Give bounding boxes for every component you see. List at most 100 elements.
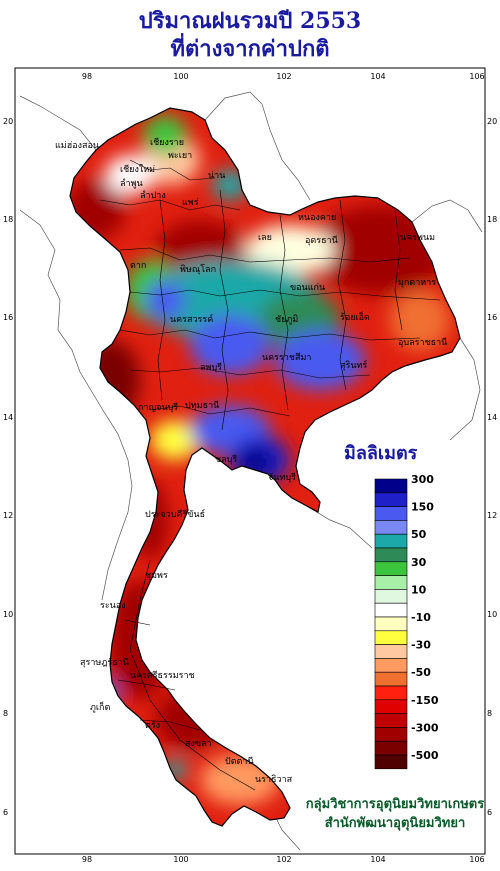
lon-tick-bottom: 104 [370,855,385,864]
province-label: ปทุมธานี [185,400,219,411]
lat-tick-left: 14 [3,413,13,422]
legend-label: 150 [411,501,434,514]
lat-tick-right: 8 [487,709,492,718]
legend-label: -10 [411,611,431,624]
province-label: นครพนม [400,233,435,243]
legend-label: 300 [411,473,434,486]
province-label: ขอนแก่น [290,283,325,293]
province-label: ร้อยเอ็ด [340,310,370,323]
province-label: พะเยา [168,151,192,161]
province-label: จันทบุรี [268,472,296,483]
lon-tick-top: 106 [469,72,484,81]
province-label: ตาก [130,261,146,271]
lon-tick-bottom: 100 [173,855,188,864]
lat-tick-left: 8 [3,709,8,718]
province-label: ลำปาง [140,190,166,201]
province-label: ลพบุรี [200,362,222,373]
credit-line-1: กลุ่มวิชาการอุตุนิยมวิทยาเกษตร [305,797,485,812]
legend-swatch [374,685,408,701]
lon-tick-top: 104 [370,72,385,81]
province-labels: เชียงราย แม่ฮ่องสอน เชียงใหม่ ลำพูน ลำปา… [55,137,447,785]
lon-tick-top: 98 [82,72,92,81]
legend-colorbar: 300 150 50 30 10 -10 -30 -50 -150 -300 -500 [374,473,439,770]
province-label: แพร่ [182,198,199,208]
province-label: น่าน [208,171,225,181]
lat-tick-left: 16 [3,313,13,322]
legend-swatch [374,547,408,563]
province-label: นครราชสีมา [262,352,311,363]
province-label: ภูเก็ต [90,700,110,713]
province-borders [99,159,441,791]
legend-label: -150 [411,694,439,707]
province-label: สุราษฎร์ธานี [80,656,129,668]
legend-swatch [374,478,408,494]
province-label: กาญจนบุรี [138,402,178,413]
legend-swatch [374,754,408,770]
legend-label: -500 [411,749,439,762]
province-label: ระนอง [100,601,126,611]
legend-swatch [374,630,408,645]
province-label: ประจวบคีรีขันธ์ [145,508,205,520]
lat-tick-right: 10 [487,610,497,619]
legend-swatch [374,671,408,687]
legend-swatch [374,740,408,756]
province-label: สุรินทร์ [340,359,367,371]
lon-tick-bottom: 98 [82,855,92,864]
lat-tick-right: 20 [487,117,497,126]
legend-label: -50 [411,666,431,679]
legend-label: 30 [411,556,427,569]
province-label: ตรัง [145,721,160,731]
province-label: ลำพูน [120,178,143,189]
legend-swatch [374,589,408,604]
lat-tick-left: 20 [3,117,13,126]
legend-swatch [374,713,408,728]
legend-label: -300 [411,721,439,734]
legend-label: -30 [411,639,431,652]
legend-label: 10 [411,583,427,596]
lat-tick-right: 12 [487,511,497,520]
province-label: นครสวรรค์ [170,313,213,325]
province-label: เชียงใหม่ [120,164,155,175]
longitude-ticks: 98 100 102 104 106 98 100 102 104 106 [82,72,485,864]
lat-tick-right: 18 [487,215,497,224]
legend-swatch [374,699,408,714]
legend-swatch [374,658,408,673]
province-label: ปัตตานี [225,756,254,767]
legend-swatch [374,727,408,742]
province-label: เชียงราย [150,137,184,148]
legend-swatch [374,575,408,590]
lat-tick-left: 6 [3,808,8,817]
province-label: นราธิวาส [255,774,293,785]
lat-tick-right: 16 [487,313,497,322]
province-label: นครศรีธรรมราช [130,670,195,681]
lon-tick-top: 102 [276,72,291,81]
province-label: ชลบุรี [215,454,237,465]
lon-tick-bottom: 106 [469,855,484,864]
legend-swatch [374,520,408,535]
legend-swatch [374,506,408,521]
legend-label: 50 [411,528,427,541]
province-label: สงขลา [185,739,212,749]
legend-swatch [374,616,408,632]
province-label: อุดรธานี [305,235,338,246]
lat-tick-left: 18 [3,215,13,224]
latitude-ticks: 20 18 16 14 12 10 8 6 20 18 16 14 12 10 … [3,117,497,817]
province-label: เลย [258,233,272,243]
legend-swatch [374,602,408,618]
province-label: ชุมพร [145,571,168,581]
legend-title: มิลลิเมตร [344,443,418,464]
lat-tick-right: 6 [487,808,492,817]
province-label: มุกดาหาร [398,278,436,288]
map-frame [14,67,486,855]
credit-line-2: สำนักพัฒนาอุตุนิยมวิทยา [324,816,466,831]
province-label: แม่ฮ่องสอน [55,141,99,151]
lon-tick-bottom: 102 [276,855,291,864]
legend-swatch [374,492,408,507]
map-subtitle: ที่ต่างจากค่าปกติ [170,36,330,62]
province-label: พิษณุโลก [180,264,216,275]
province-label: หนองคาย [298,213,336,223]
lat-tick-left: 10 [3,610,13,619]
map-title: ปริมาณฝนรวมปี 2553 [138,8,362,34]
legend-swatch [374,533,408,549]
